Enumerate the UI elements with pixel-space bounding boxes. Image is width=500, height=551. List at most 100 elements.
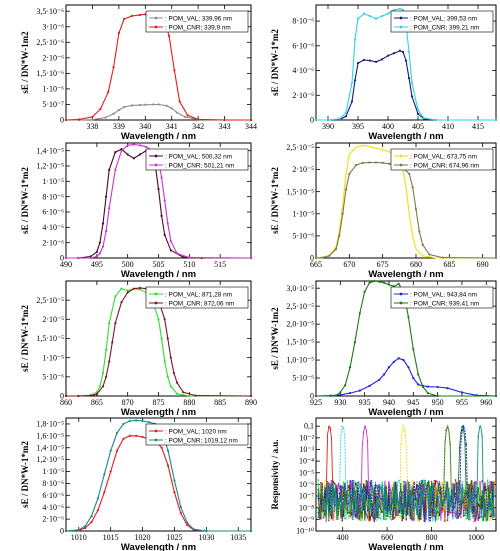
- responsivity-point: [400, 510, 402, 512]
- series-point: [356, 62, 360, 65]
- legend-swatch-marker: [154, 301, 158, 305]
- responsivity-point: [453, 507, 456, 509]
- series-point: [422, 117, 426, 120]
- series-point: [411, 186, 414, 189]
- responsivity-point: [366, 440, 369, 443]
- x-tick-label: 960: [480, 398, 492, 407]
- responsivity-point: [400, 443, 402, 446]
- series-point: [101, 245, 105, 248]
- responsivity-point: [416, 513, 418, 516]
- y-tick-label: 4·10⁻⁶: [42, 223, 64, 232]
- responsivity-point: [486, 480, 489, 483]
- series-point: [163, 233, 166, 237]
- responsivity-point: [489, 512, 492, 514]
- series-point: [104, 375, 108, 378]
- responsivity-point: [325, 488, 328, 490]
- legend-swatch-marker: [154, 438, 158, 442]
- responsivity-point: [489, 480, 492, 483]
- responsivity-point: [450, 489, 453, 491]
- responsivity-point: [456, 517, 458, 520]
- responsivity-point: [392, 502, 394, 505]
- series-point: [126, 153, 129, 156]
- series-point: [166, 449, 170, 452]
- series-point: [407, 76, 411, 80]
- y-tick-label: 2·10⁻⁶: [292, 91, 314, 100]
- responsivity-point: [477, 435, 480, 438]
- y-tick-label: 5·10⁻⁶: [292, 374, 314, 383]
- series-point: [163, 318, 166, 321]
- y-tick-label: 5·10⁻⁷: [42, 100, 64, 109]
- series-point: [418, 230, 421, 233]
- series-point: [138, 153, 142, 156]
- responsivity-point: [492, 481, 494, 484]
- series-point: [192, 528, 195, 531]
- series-point: [84, 525, 87, 528]
- x-tick-label: 685: [443, 260, 455, 269]
- chart-panel-4: 665 670 675 680 685 690 0 5·10⁻⁶ 1·10⁻⁵ 1,5·10⁻⁵ 2…: [270, 142, 498, 280]
- responsivity-point: [441, 511, 444, 514]
- responsivity-point: [384, 486, 386, 489]
- legend-swatch-marker: [154, 154, 158, 158]
- responsivity-point: [394, 514, 397, 516]
- responsivity-point: [481, 519, 484, 521]
- x-tick-label: 415: [472, 122, 484, 131]
- x-tick-label: 405: [412, 122, 424, 131]
- series-point: [166, 222, 169, 225]
- x-tick-label: 1015: [103, 533, 119, 542]
- series-point: [77, 394, 80, 398]
- responsivity-point: [489, 515, 492, 518]
- series-point: [108, 360, 111, 363]
- responsivity-point: [317, 516, 320, 518]
- responsivity-point: [352, 479, 354, 482]
- responsivity-point: [492, 516, 494, 519]
- y-tick-label: 0: [310, 116, 314, 125]
- responsivity-point: [317, 479, 320, 481]
- responsivity-point: [394, 481, 397, 484]
- series-point: [374, 17, 378, 20]
- responsivity-point: [333, 482, 336, 484]
- y-tick-label: 8·10⁻⁶: [42, 192, 64, 201]
- y-tick-label: 3,5·10⁻⁶: [36, 7, 64, 16]
- responsivity-point: [386, 515, 389, 518]
- y-tick-label: 2,0·10⁻⁵: [286, 320, 314, 329]
- series-point: [186, 521, 189, 524]
- y-tick-label: 1,4·10⁻⁵: [36, 443, 64, 452]
- x-tick-label: 1035: [230, 533, 246, 542]
- responsivity-point: [384, 518, 386, 521]
- series-point: [401, 8, 405, 12]
- legend-box: [390, 10, 494, 33]
- responsivity-point: [393, 517, 396, 520]
- responsivity-point: [325, 517, 328, 519]
- series-point: [96, 509, 99, 512]
- responsivity-point: [424, 479, 426, 482]
- responsivity-point: [389, 511, 392, 513]
- series-point: [122, 422, 125, 426]
- responsivity-point: [405, 510, 408, 513]
- responsivity-point: [434, 518, 437, 521]
- series-point: [114, 295, 117, 298]
- responsivity-point: [358, 482, 361, 484]
- legend-box: [390, 148, 494, 171]
- x-tick-label: 945: [407, 398, 419, 407]
- x-tick-label: 339: [113, 122, 125, 131]
- series-point: [410, 81, 414, 85]
- responsivity-point: [489, 519, 492, 521]
- responsivity-point: [385, 518, 388, 520]
- y-tick-label: 1,2·10⁻⁵: [36, 162, 64, 171]
- responsivity-point: [462, 489, 465, 491]
- responsivity-point: [461, 484, 464, 486]
- x-tick-label: 341: [166, 122, 178, 131]
- series-point: [329, 394, 332, 398]
- series-point: [374, 161, 378, 164]
- series-point: [108, 168, 111, 171]
- responsivity-point: [478, 498, 481, 501]
- y-tick-label: 4·10⁻⁶: [42, 503, 64, 512]
- x-axis-label: Wavelength / nm: [121, 269, 196, 280]
- legend-entry: : POM_VAL; 1020 nm: [165, 428, 227, 435]
- series-point: [166, 337, 169, 340]
- series-point: [145, 145, 148, 148]
- responsivity-point: [410, 496, 413, 498]
- series-point: [460, 391, 464, 394]
- legend-entry: : POM_VAL; 673,75 nm: [410, 153, 477, 160]
